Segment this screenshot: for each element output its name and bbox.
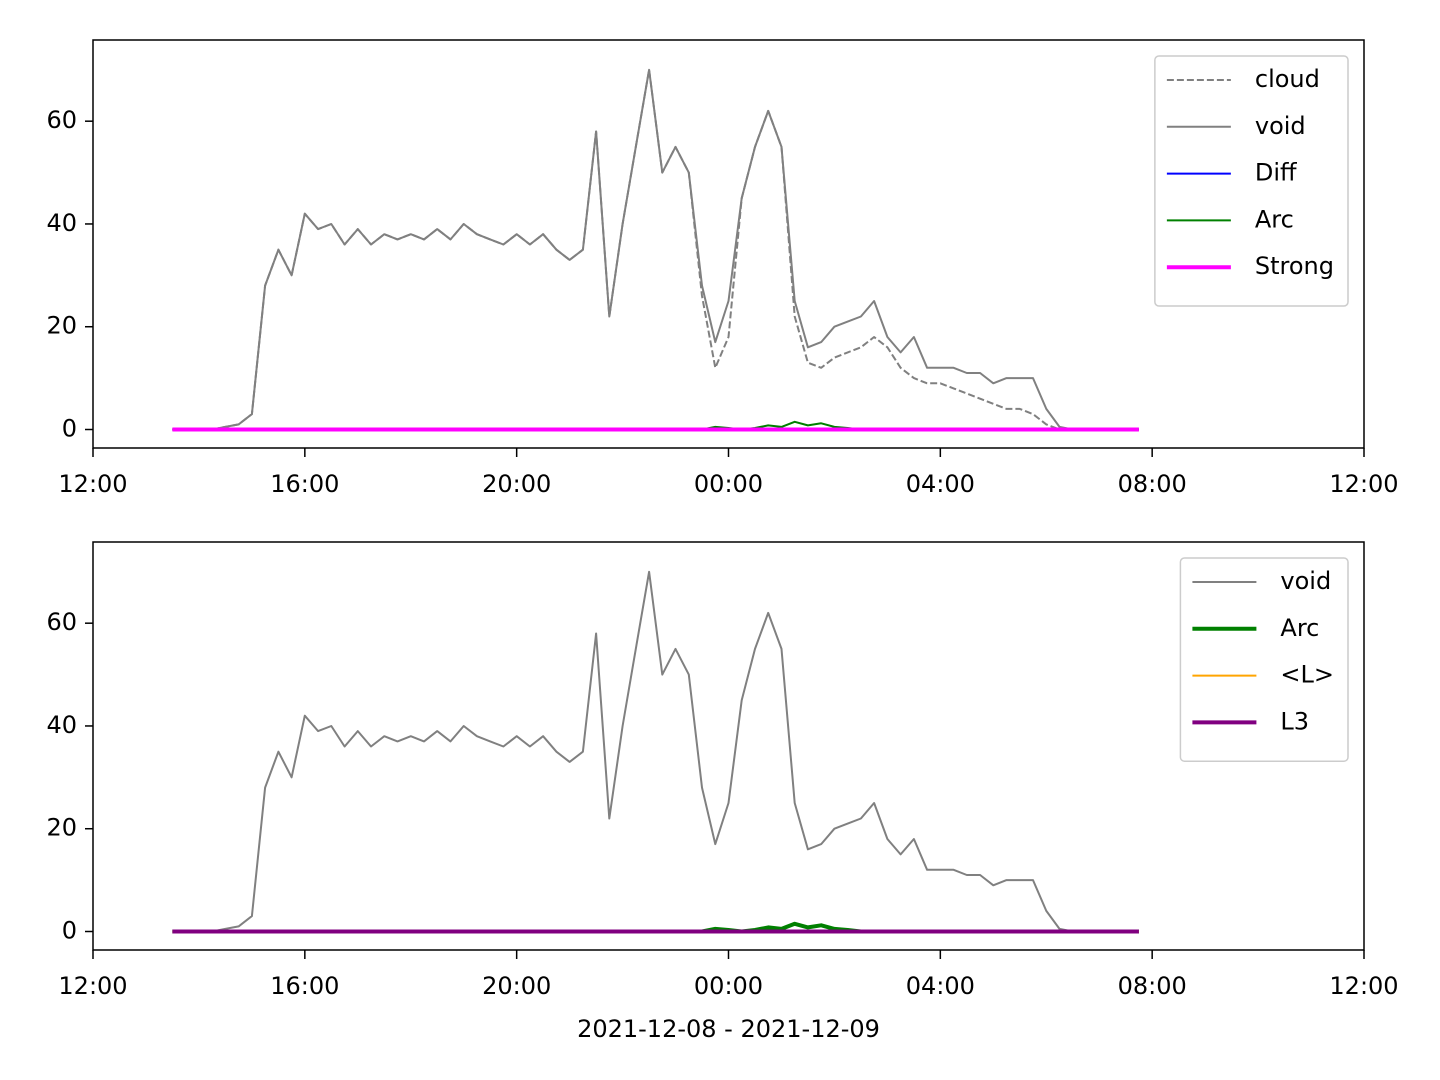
y-tick-label: 0 xyxy=(62,415,77,443)
x-tick-label: 04:00 xyxy=(906,972,975,1000)
y-tick-label: 40 xyxy=(46,209,77,237)
legend-box xyxy=(1179,557,1349,762)
x-tick-label: 20:00 xyxy=(482,470,551,498)
y-tick-label: 20 xyxy=(46,814,77,842)
legend-label: Arc xyxy=(1280,614,1319,642)
x-tick-label: 12:00 xyxy=(1329,972,1398,1000)
y-tick-label: 60 xyxy=(46,608,77,636)
axes-frame xyxy=(92,541,1365,951)
x-tick-label: 16:00 xyxy=(270,470,339,498)
axes-frame xyxy=(92,39,1365,449)
x-tick-label: 20:00 xyxy=(482,972,551,1000)
x-tick-label: 12:00 xyxy=(1329,470,1398,498)
legend-box xyxy=(1154,55,1349,307)
y-tick-label: 40 xyxy=(46,711,77,739)
legend-label: <L> xyxy=(1280,661,1334,689)
legend: cloud void Diff Arc Strong xyxy=(1154,55,1349,307)
x-tick-label: 00:00 xyxy=(694,972,763,1000)
x-tick-label: 08:00 xyxy=(1118,470,1187,498)
y-tick-label: 0 xyxy=(62,917,77,945)
legend-label: L3 xyxy=(1280,707,1309,735)
legend-label: void xyxy=(1255,112,1306,140)
x-tick-label: 12:00 xyxy=(58,972,127,1000)
legend-label: Diff xyxy=(1255,159,1297,187)
legend-label: Arc xyxy=(1255,205,1294,233)
legend-label: cloud xyxy=(1255,65,1320,93)
x-tick-label: 12:00 xyxy=(58,470,127,498)
x-tick-label: 16:00 xyxy=(270,972,339,1000)
x-tick-label: 08:00 xyxy=(1118,972,1187,1000)
x-axis-label: 2021-12-08 - 2021-12-09 xyxy=(577,1015,880,1043)
y-tick-label: 20 xyxy=(46,312,77,340)
y-tick-label: 60 xyxy=(46,106,77,134)
x-tick-label: 00:00 xyxy=(694,470,763,498)
x-tick-label: 04:00 xyxy=(906,470,975,498)
series-line xyxy=(172,570,1139,933)
legend-label: Strong xyxy=(1255,252,1334,280)
series-line xyxy=(172,68,1139,431)
legend-label: void xyxy=(1280,567,1331,595)
legend: void Arc <L> L3 xyxy=(1179,557,1349,762)
